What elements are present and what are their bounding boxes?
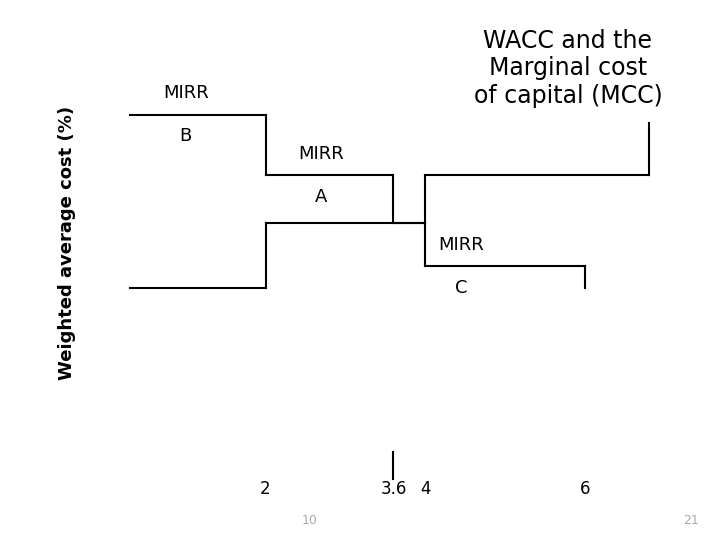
Text: A: A — [315, 188, 328, 206]
Text: 21: 21 — [683, 514, 698, 527]
Text: B: B — [179, 127, 192, 145]
Text: MIRR: MIRR — [438, 236, 484, 254]
Y-axis label: Weighted average cost (%): Weighted average cost (%) — [58, 106, 76, 380]
Text: C: C — [455, 279, 467, 297]
Text: MIRR: MIRR — [163, 84, 209, 102]
Text: 10: 10 — [302, 514, 318, 527]
Text: WACC and the
Marginal cost
of capital (MCC): WACC and the Marginal cost of capital (M… — [474, 29, 662, 108]
Text: MIRR: MIRR — [299, 145, 344, 163]
